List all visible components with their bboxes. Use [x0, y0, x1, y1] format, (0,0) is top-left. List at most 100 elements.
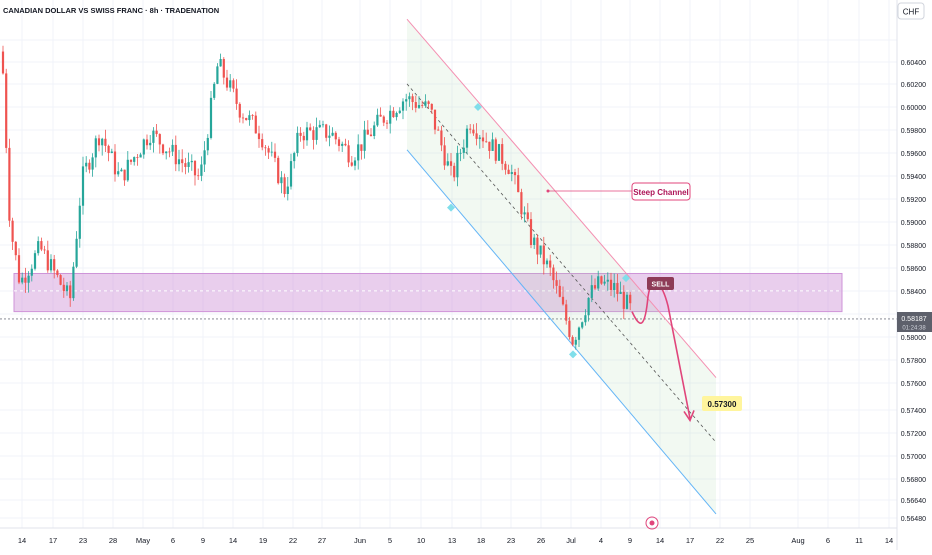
candle-body	[184, 163, 187, 167]
candle-body	[513, 172, 517, 176]
channel-fill	[407, 19, 716, 514]
candle-body	[411, 96, 414, 103]
channel-anchor	[474, 103, 482, 112]
time-tick-label: 10	[417, 536, 425, 545]
price-tick-label: 0.56800	[901, 477, 926, 484]
candle-body	[161, 144, 165, 154]
channel-lower-line	[406, 149, 717, 515]
candle-body	[363, 129, 366, 151]
time-tick-label: Jun	[354, 536, 366, 545]
candle-body	[417, 105, 421, 108]
candle-body	[299, 132, 302, 136]
candle-body	[507, 169, 510, 175]
candles	[1, 45, 632, 350]
replay-icon[interactable]	[645, 516, 659, 530]
candle-body	[603, 281, 606, 284]
candle-body	[577, 327, 581, 340]
candle-body	[398, 110, 401, 113]
candle-body	[21, 277, 24, 283]
candle-body	[360, 144, 363, 151]
resistance-zone	[0, 272, 897, 320]
candle-body	[136, 157, 139, 158]
candle-body	[120, 169, 123, 172]
candle-body	[123, 169, 126, 181]
candle-body	[85, 162, 88, 167]
candle-body	[510, 172, 513, 175]
candle-body	[597, 276, 600, 289]
time-tick-label: 11	[855, 536, 863, 545]
candle-body	[1, 51, 5, 74]
candle-body	[414, 102, 417, 108]
candle-body	[331, 132, 334, 136]
candle-body	[405, 99, 408, 102]
candle-body	[475, 133, 478, 139]
candle-body	[341, 143, 344, 146]
candle-body	[133, 157, 136, 162]
time-tick-label: 19	[259, 536, 267, 545]
candle-body	[609, 279, 613, 290]
candle-body	[328, 135, 331, 138]
price-tick-label: 0.56640	[901, 498, 926, 505]
currency-label: CHF	[903, 8, 920, 17]
candle-body	[283, 177, 286, 194]
candle-body	[523, 212, 526, 215]
candle-body	[616, 282, 619, 294]
candle-body	[334, 132, 337, 140]
price-axis[interactable]: 0.60400 0.60200 0.60000 0.59800 0.59600 0.594…	[896, 0, 932, 550]
time-axis[interactable]: 14 17 23 28 May 6 9 14 19 22 27 Jun 5 10 13 18 23 26 Jul 4 9…	[0, 527, 897, 545]
projection-arrow	[631, 281, 691, 419]
candle-body	[401, 101, 405, 111]
candle-body	[549, 260, 552, 268]
candle-body	[561, 296, 565, 305]
sell-label-box[interactable]: SELL	[647, 277, 674, 290]
candle-body	[369, 134, 373, 137]
candle-body	[456, 152, 459, 178]
candle-body	[165, 151, 168, 154]
zone-rect	[13, 272, 843, 313]
candle-body	[75, 238, 78, 267]
candle-body	[491, 139, 494, 151]
candle-body	[142, 139, 145, 155]
channel-anchor	[569, 350, 577, 359]
candle-body	[251, 115, 254, 116]
candle-body	[379, 114, 382, 117]
time-tick-label: 27	[318, 536, 326, 545]
price-tick-label: 0.58400	[901, 289, 926, 296]
time-tick-label: 18	[477, 536, 485, 545]
time-tick-label: Jul	[566, 536, 576, 545]
time-tick-label: May	[136, 536, 150, 545]
candle-body	[318, 124, 321, 128]
candle-body	[245, 118, 248, 121]
time-tick-label: 14	[229, 536, 237, 545]
time-tick-label: 14	[885, 536, 893, 545]
candle-body	[542, 245, 545, 265]
channel-label-box[interactable]: Steep Channel	[546, 182, 691, 201]
candle-body	[117, 171, 120, 175]
last-price-countdown: 01:24:38	[902, 326, 926, 332]
candle-body	[517, 175, 520, 193]
candle-body	[433, 109, 437, 130]
target-label-box[interactable]: 0.57300	[702, 396, 742, 411]
candle-body	[49, 259, 53, 271]
candle-body	[536, 237, 539, 255]
candle-body	[325, 124, 328, 138]
candle-body	[600, 276, 603, 284]
time-tick-label: 26	[537, 536, 545, 545]
price-tick-label: 0.60400	[901, 60, 926, 67]
candle-body	[241, 117, 245, 119]
candle-body	[350, 162, 353, 166]
candle-body	[94, 138, 97, 158]
candle-body	[389, 110, 392, 124]
projection-arrowhead	[683, 410, 695, 423]
candle-body	[91, 157, 94, 170]
candle-body	[177, 159, 181, 165]
candle-body	[193, 160, 197, 176]
price-tick-label: 0.57200	[901, 431, 926, 438]
currency-button[interactable]: CHF	[897, 2, 925, 20]
candle-body	[366, 129, 369, 135]
price-tick-label: 0.59800	[901, 128, 926, 135]
candle-body	[113, 151, 117, 175]
candle-body	[472, 129, 475, 134]
